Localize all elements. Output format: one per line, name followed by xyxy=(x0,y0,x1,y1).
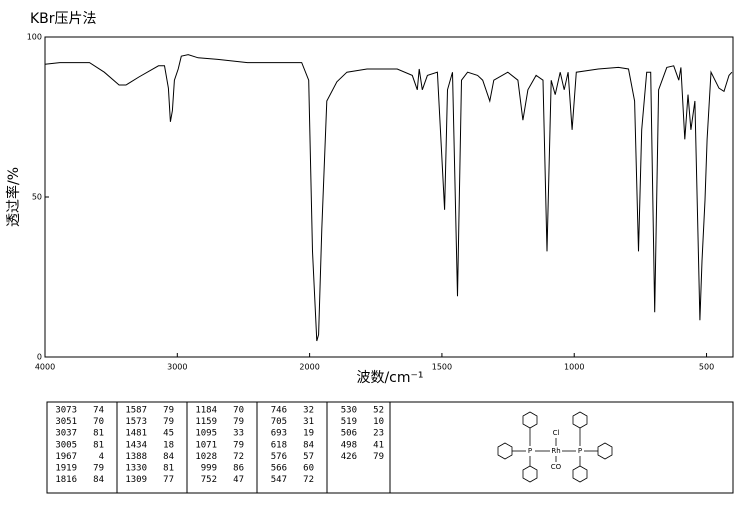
structure-drawing xyxy=(497,411,613,483)
spectrum-line xyxy=(44,54,733,342)
peak-transmittance: 10 xyxy=(373,417,384,427)
atom-label: Rh xyxy=(551,447,560,455)
peak-wavenumber: 705 xyxy=(271,417,287,427)
peak-transmittance: 72 xyxy=(303,475,314,485)
peak-wavenumber: 576 xyxy=(271,452,287,462)
peak-transmittance: 79 xyxy=(233,417,244,427)
peak-transmittance: 18 xyxy=(163,440,174,450)
peak-wavenumber: 1159 xyxy=(195,417,217,427)
peak-transmittance: 79 xyxy=(93,464,104,474)
peak-transmittance: 84 xyxy=(303,440,314,450)
peak-wavenumber: 3073 xyxy=(55,406,77,416)
x-axis-label: 波数/cm⁻¹ xyxy=(356,370,423,386)
peak-wavenumber: 1071 xyxy=(195,440,217,450)
x-tick-label: 2000 xyxy=(299,363,319,372)
peak-wavenumber: 3037 xyxy=(55,429,77,439)
peak-transmittance: 41 xyxy=(373,440,384,450)
peak-transmittance: 57 xyxy=(303,452,314,462)
peak-wavenumber: 752 xyxy=(201,475,217,485)
peak-wavenumber: 1573 xyxy=(125,417,147,427)
atom-label: P xyxy=(578,447,582,455)
peak-transmittance: 60 xyxy=(303,464,314,474)
peak-wavenumber: 618 xyxy=(271,440,287,450)
peak-wavenumber: 506 xyxy=(341,429,357,439)
peak-wavenumber: 1095 xyxy=(195,429,217,439)
peak-wavenumber: 547 xyxy=(271,475,287,485)
peak-wavenumber: 426 xyxy=(341,452,357,462)
peak-transmittance: 45 xyxy=(163,429,174,439)
x-tick-label: 4000 xyxy=(35,363,55,372)
peak-wavenumber: 1434 xyxy=(125,440,147,450)
peak-wavenumber: 3051 xyxy=(55,417,77,427)
peak-wavenumber: 1028 xyxy=(195,452,217,462)
peak-transmittance: 77 xyxy=(163,475,174,485)
peak-wavenumber: 566 xyxy=(271,464,287,474)
peak-transmittance: 84 xyxy=(93,475,104,485)
peak-wavenumber: 1816 xyxy=(55,475,77,485)
y-axis-label: 透过率/% xyxy=(5,167,22,227)
peak-transmittance: 81 xyxy=(93,429,104,439)
table-dividers xyxy=(116,402,391,493)
peak-transmittance: 47 xyxy=(233,475,244,485)
atom-label: Cl xyxy=(553,429,560,437)
peak-transmittance: 33 xyxy=(233,429,244,439)
peak-transmittance: 79 xyxy=(163,417,174,427)
x-tick-label: 1000 xyxy=(564,363,584,372)
peak-transmittance: 70 xyxy=(233,406,244,416)
peak-transmittance: 81 xyxy=(163,464,174,474)
peak-transmittance: 31 xyxy=(303,417,314,427)
x-tick-label: 500 xyxy=(699,363,714,372)
peak-transmittance: 23 xyxy=(373,429,384,439)
peak-wavenumber: 530 xyxy=(341,406,357,416)
x-tick-label: 3000 xyxy=(167,363,187,372)
peak-wavenumber: 999 xyxy=(201,464,217,474)
peak-transmittance: 79 xyxy=(373,452,384,462)
peak-transmittance: 86 xyxy=(233,464,244,474)
atom-label: P xyxy=(528,447,532,455)
peak-wavenumber: 498 xyxy=(341,440,357,450)
peak-wavenumber: 1919 xyxy=(55,464,77,474)
peak-wavenumber: 1330 xyxy=(125,464,147,474)
atom-label: CO xyxy=(551,463,562,471)
peak-transmittance: 19 xyxy=(303,429,314,439)
peak-transmittance: 79 xyxy=(233,440,244,450)
y-tick-label: 50 xyxy=(32,193,42,202)
peak-transmittance: 74 xyxy=(93,406,104,416)
y-tick-label: 0 xyxy=(37,353,42,362)
peak-transmittance: 81 xyxy=(93,440,104,450)
peak-transmittance: 32 xyxy=(303,406,314,416)
peak-transmittance: 70 xyxy=(93,417,104,427)
peak-wavenumber: 1967 xyxy=(55,452,77,462)
x-tick-label: 1500 xyxy=(432,363,452,372)
peak-wavenumber: 746 xyxy=(271,406,287,416)
peak-wavenumber: 1184 xyxy=(195,406,217,416)
peak-wavenumber: 519 xyxy=(341,417,357,427)
peak-transmittance: 4 xyxy=(99,452,104,462)
peak-wavenumber: 1481 xyxy=(125,429,147,439)
peak-wavenumber: 1388 xyxy=(125,452,147,462)
y-tick-label: 100 xyxy=(27,33,42,42)
peak-wavenumber: 1309 xyxy=(125,475,147,485)
peak-transmittance: 84 xyxy=(163,452,174,462)
peak-transmittance: 52 xyxy=(373,406,384,416)
chart-title: KBr压片法 xyxy=(30,11,97,27)
peak-wavenumber: 693 xyxy=(271,429,287,439)
peak-wavenumber: 1587 xyxy=(125,406,147,416)
peak-transmittance: 72 xyxy=(233,452,244,462)
plot-frame xyxy=(44,36,734,358)
peak-transmittance: 79 xyxy=(163,406,174,416)
peak-wavenumber: 3005 xyxy=(55,440,77,450)
